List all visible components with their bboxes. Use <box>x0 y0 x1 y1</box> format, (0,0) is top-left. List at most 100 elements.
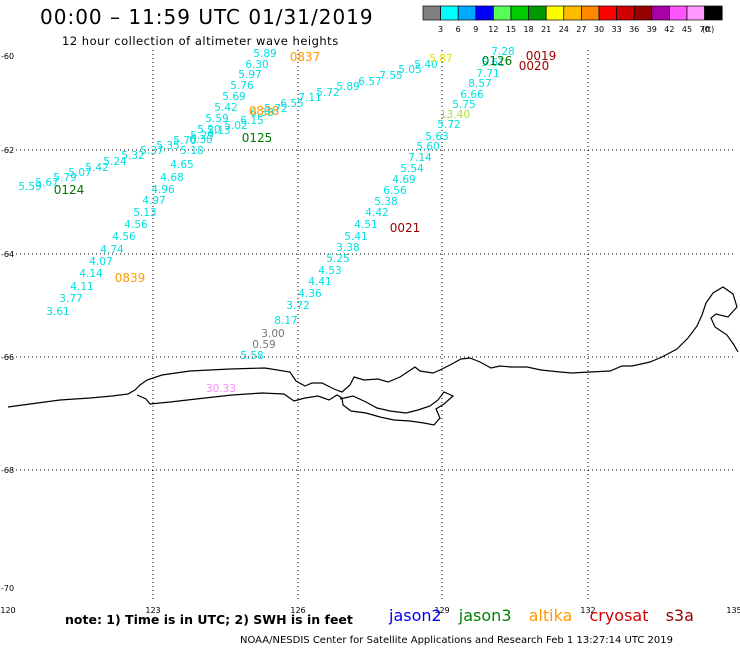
pass-time-label: 0020 <box>519 59 550 73</box>
wave-height-value: 5.75 <box>452 99 475 111</box>
pass-time-label: 0126 <box>482 54 513 68</box>
wave-height-value: 6.66 <box>460 89 484 101</box>
colorbar-label: 36 <box>629 25 639 34</box>
colorbar-label: 3 <box>438 25 443 34</box>
wave-height-value: 6.55 <box>280 98 303 110</box>
map-subtitle: 12 hour collection of altimeter wave hei… <box>62 34 339 48</box>
pass-time-label: 0837 <box>290 50 321 64</box>
colorbar-label: 15 <box>506 25 516 34</box>
satellite-legend: jason2 jason3 altika cryosat s3a <box>389 606 706 625</box>
wave-height-value: 4.68 <box>160 172 183 184</box>
wave-height-value: 0.59 <box>252 339 275 351</box>
legend-altika: altika <box>528 606 573 625</box>
latitude-tick: -64 <box>1 250 14 259</box>
wave-height-value: 5.70 <box>173 135 196 147</box>
colorbar-label: 42 <box>664 25 674 34</box>
wave-height-value: 6.56 <box>383 185 407 197</box>
wave-height-value: 5.72 <box>437 119 460 131</box>
colorbar-label: 21 <box>541 25 551 34</box>
wave-height-value: 5.35 <box>156 140 179 152</box>
wave-height-value: 5.69 <box>222 91 245 103</box>
longitude-tick: 123 <box>145 606 160 615</box>
wave-height-value: 5.72 <box>264 103 287 115</box>
credit-line: NOAA/NESDIS Center for Satellite Applica… <box>240 635 673 646</box>
colorbar-label: 30 <box>594 25 604 34</box>
wave-height-value: 5.42 <box>85 162 108 174</box>
colorbar-label: 6 <box>456 25 461 34</box>
colorbar-label: 27 <box>576 25 586 34</box>
legend-s3a: s3a <box>665 606 694 625</box>
colorbar-label: 70 <box>700 25 710 34</box>
map-title: 00:00 – 11:59 UTC 01/31/2019 <box>40 5 374 29</box>
longitude-tick: 120 <box>0 606 15 615</box>
wave-height-value: 6.38 <box>250 107 273 119</box>
wave-height-value: 4.69 <box>392 174 415 186</box>
latitude-tick: -60 <box>1 52 14 61</box>
wave-height-value: 4.07 <box>89 256 112 268</box>
longitude-tick: 132 <box>580 606 595 615</box>
colorbar-label: 33 <box>612 25 622 34</box>
wave-height-value: 3.00 <box>261 328 284 340</box>
wave-height-value: 5.25 <box>326 253 349 265</box>
latitude-tick: -70 <box>1 584 14 593</box>
wave-height-value: 4.53 <box>318 265 341 277</box>
wave-height-value: 6.15 <box>240 115 263 127</box>
wave-height-value: 5.72 <box>316 87 339 99</box>
wave-height-value: 5.40 <box>414 59 437 71</box>
wave-height-value: 3.77 <box>59 293 82 305</box>
pass-time-label: 0838 <box>249 104 280 118</box>
wave-height-value: 5.59 <box>205 113 228 125</box>
antarctic-coastline <box>7 286 739 426</box>
legend-jason2: jason2 <box>389 606 442 625</box>
wave-height-value: 5.37 <box>140 145 163 157</box>
wave-height-value: 8.57 <box>468 78 491 90</box>
wave-height-value: 3.38 <box>336 242 359 254</box>
wave-height-value: 4.36 <box>298 288 322 300</box>
colorbar-unit: (ft) <box>702 25 714 34</box>
colorbar-label: 18 <box>524 25 534 34</box>
wave-height-value: 5.13 <box>133 207 156 219</box>
wave-height-value: 5.07 <box>68 167 91 179</box>
wave-height-value: 5.29 <box>190 130 213 142</box>
wave-height-value: 5.76 <box>230 80 254 92</box>
wave-height-value: 4.11 <box>70 281 93 293</box>
pass-time-label: 0019 <box>526 49 557 63</box>
pass-time-label: 0021 <box>390 221 421 235</box>
units-note: note: 1) Time is in UTC; 2) SWH is in fe… <box>65 612 353 627</box>
wave-height-value: 3.61 <box>46 306 69 318</box>
wave-height-value: 5.67 <box>35 177 58 189</box>
colorbar-label: 24 <box>559 25 569 34</box>
wave-height-value: 3.72 <box>286 300 309 312</box>
wave-height-value: 7.14 <box>408 152 432 164</box>
longitude-tick: 129 <box>434 606 449 615</box>
wave-height-value: 4.74 <box>100 244 124 256</box>
wave-height-value: 6.57 <box>358 76 381 88</box>
wave-height-value: 5.24 <box>103 156 127 168</box>
altimeter-tracks: 5.595.675.795.075.425.245.325.375.355.70… <box>18 46 514 395</box>
colorbar-label: 39 <box>647 25 657 34</box>
wave-height-value: 30.33 <box>206 383 236 395</box>
wave-height-value: 5.18 <box>180 145 203 157</box>
wave-height-value: 5.79 <box>53 172 76 184</box>
latitude-tick: -66 <box>1 353 14 362</box>
wave-height-value: 4.14 <box>79 268 103 280</box>
wave-height-value: 13.40 <box>440 109 470 121</box>
wave-height-value: 7.28 <box>491 46 514 58</box>
colorbar-label: 12 <box>488 25 498 34</box>
wave-height-value: 5.58 <box>240 350 263 362</box>
longitude-tick: 126 <box>290 606 305 615</box>
wave-height-value: 4.56 <box>124 219 148 231</box>
wave-height-value: 5.20 <box>197 124 220 136</box>
pass-time-label: 0125 <box>242 131 273 145</box>
wave-height-value: 5.32 <box>121 150 144 162</box>
wave-height-value: 6.30 <box>189 134 212 146</box>
latitude-tick: -68 <box>1 466 14 475</box>
wave-height-value: 6.30 <box>245 59 268 71</box>
coastline-main <box>7 286 739 408</box>
colorbar-swatch <box>704 5 723 21</box>
wave-height-value: 5.42 <box>214 102 237 114</box>
wave-height-value: 4.96 <box>151 184 175 196</box>
wave-height-value: 5.87 <box>429 53 452 65</box>
